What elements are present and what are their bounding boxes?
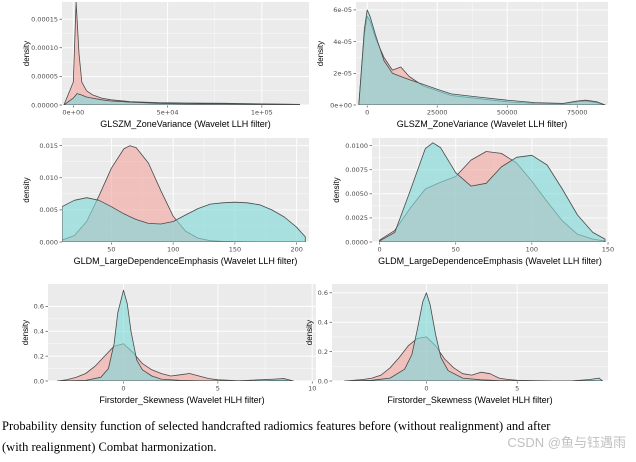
y-tick-label: 0.4: [318, 319, 328, 327]
x-axis-label: GLSZM_ZoneVariance (Wavelet LLH filter): [100, 119, 271, 129]
x-axis-label: GLSZM_ZoneVariance (Wavelet LLH filter): [397, 119, 568, 129]
chart-panel-p2: 0 25000 50000 75000 0e+00 2e-05 4e-05 6e-05 GLSZ…: [316, 2, 608, 129]
x-tick-label: 50000: [497, 109, 518, 117]
y-tick-label: 0.00010: [31, 44, 58, 52]
x-tick-label: 100: [167, 246, 179, 254]
x-tick-label: 0e+00: [62, 109, 84, 117]
plot-background: [332, 284, 608, 381]
x-tick-label: 75000: [567, 109, 588, 117]
chart-panel-p3: 50 100 150 200 0.000 0.005 0.010 0.015 GLDM_Larg…: [22, 138, 309, 266]
x-tick-label: 0: [121, 385, 125, 393]
x-tick-label: 5: [216, 385, 220, 393]
figure-caption-line-2: (with realignment) Combat harmonization.: [2, 440, 217, 454]
y-tick-label: 0.0050: [345, 190, 368, 198]
y-tick-label: 4e-05: [333, 38, 352, 46]
density-area-after: [358, 9, 606, 105]
y-tick-label: 0.4: [34, 328, 44, 336]
x-tick-label: 5e+04: [157, 109, 179, 117]
y-tick-label: 0e+00: [330, 101, 352, 109]
x-tick-label: 0: [378, 246, 382, 254]
density-area-after: [62, 197, 306, 242]
y-tick-label: 0.0075: [345, 166, 368, 174]
x-tick-label: 200: [290, 246, 302, 254]
y-tick-label: 0.015: [39, 142, 58, 150]
y-tick-label: 6e-05: [333, 6, 352, 14]
density-area-after: [379, 142, 606, 242]
plot-background: [62, 2, 309, 105]
y-tick-label: 0.00000: [31, 101, 58, 109]
y-tick-label: 0.010: [39, 174, 58, 182]
y-tick-label: 0.005: [39, 206, 58, 214]
y-tick-label: 0.0100: [345, 142, 368, 150]
y-tick-label: 2e-05: [333, 70, 352, 78]
y-tick-label: 0.2: [34, 352, 44, 360]
x-tick-label: 5: [515, 385, 519, 393]
x-tick-label: 50: [452, 246, 460, 254]
x-tick-label: 10: [308, 385, 316, 393]
x-tick-label: 150: [602, 246, 614, 254]
x-axis-label: GLDM_LargeDependenceEmphasis (Wavelet LL…: [378, 256, 602, 266]
watermark: CSDN @鱼与钰遇雨: [507, 435, 626, 450]
density-area-after: [344, 292, 603, 381]
y-tick-label: 0.0025: [345, 214, 368, 222]
x-axis-label: Firstorder_Skewness (Wavelet HLH filter): [99, 395, 264, 405]
y-tick-label: 0.00015: [31, 15, 58, 23]
y-axis-label: density: [22, 41, 31, 66]
chart-panel-p5: 0 5 10 0.0 0.2 0.4 0.6 Firstorder_Skewness (Wav…: [21, 284, 316, 405]
y-axis-label: density: [332, 177, 341, 202]
x-axis-label: GLDM_LargeDependenceEmphasis (Wavelet LL…: [74, 256, 298, 266]
x-tick-label: 50: [107, 246, 115, 254]
y-axis-label: density: [22, 177, 31, 202]
y-axis-label: density: [305, 320, 314, 345]
y-axis-label: density: [316, 41, 325, 66]
y-axis-label: density: [21, 320, 30, 345]
y-tick-label: 0.2: [318, 348, 328, 356]
density-area-after: [57, 289, 294, 381]
chart-panel-p6: 0 5 0.0 0.2 0.4 0.6 Firstorder_Skewness (Wavel…: [305, 284, 608, 405]
plot-background: [48, 284, 316, 381]
y-tick-label: 0.6: [34, 303, 44, 311]
y-tick-label: 0.00005: [31, 73, 58, 81]
x-tick-label: 150: [229, 246, 241, 254]
x-tick-label: 0: [424, 385, 428, 393]
figure-caption-line-1: Probability density function of selected…: [2, 419, 551, 433]
y-tick-label: 0.0000: [345, 238, 368, 246]
density-area-after: [63, 93, 300, 105]
y-tick-label: 0.6: [318, 289, 328, 297]
y-tick-label: 0.0: [318, 377, 328, 385]
chart-panel-p1: 0e+00 5e+04 1e+05 0.00000 0.00005 0.00010 0.00…: [22, 2, 309, 129]
x-tick-label: 1e+05: [251, 109, 273, 117]
x-tick-label: 100: [526, 246, 538, 254]
x-tick-label: 0: [365, 109, 369, 117]
y-tick-label: 0.000: [39, 238, 58, 246]
x-tick-label: 25000: [427, 109, 448, 117]
y-tick-label: 0.0: [34, 377, 44, 385]
x-axis-label: Firstorder_Skewness (Wavelet HLH filter): [387, 395, 552, 405]
chart-panel-p4: 0 50 100 150 0.0000 0.0025 0.0050 0.0075 0.0100 G…: [332, 138, 614, 266]
